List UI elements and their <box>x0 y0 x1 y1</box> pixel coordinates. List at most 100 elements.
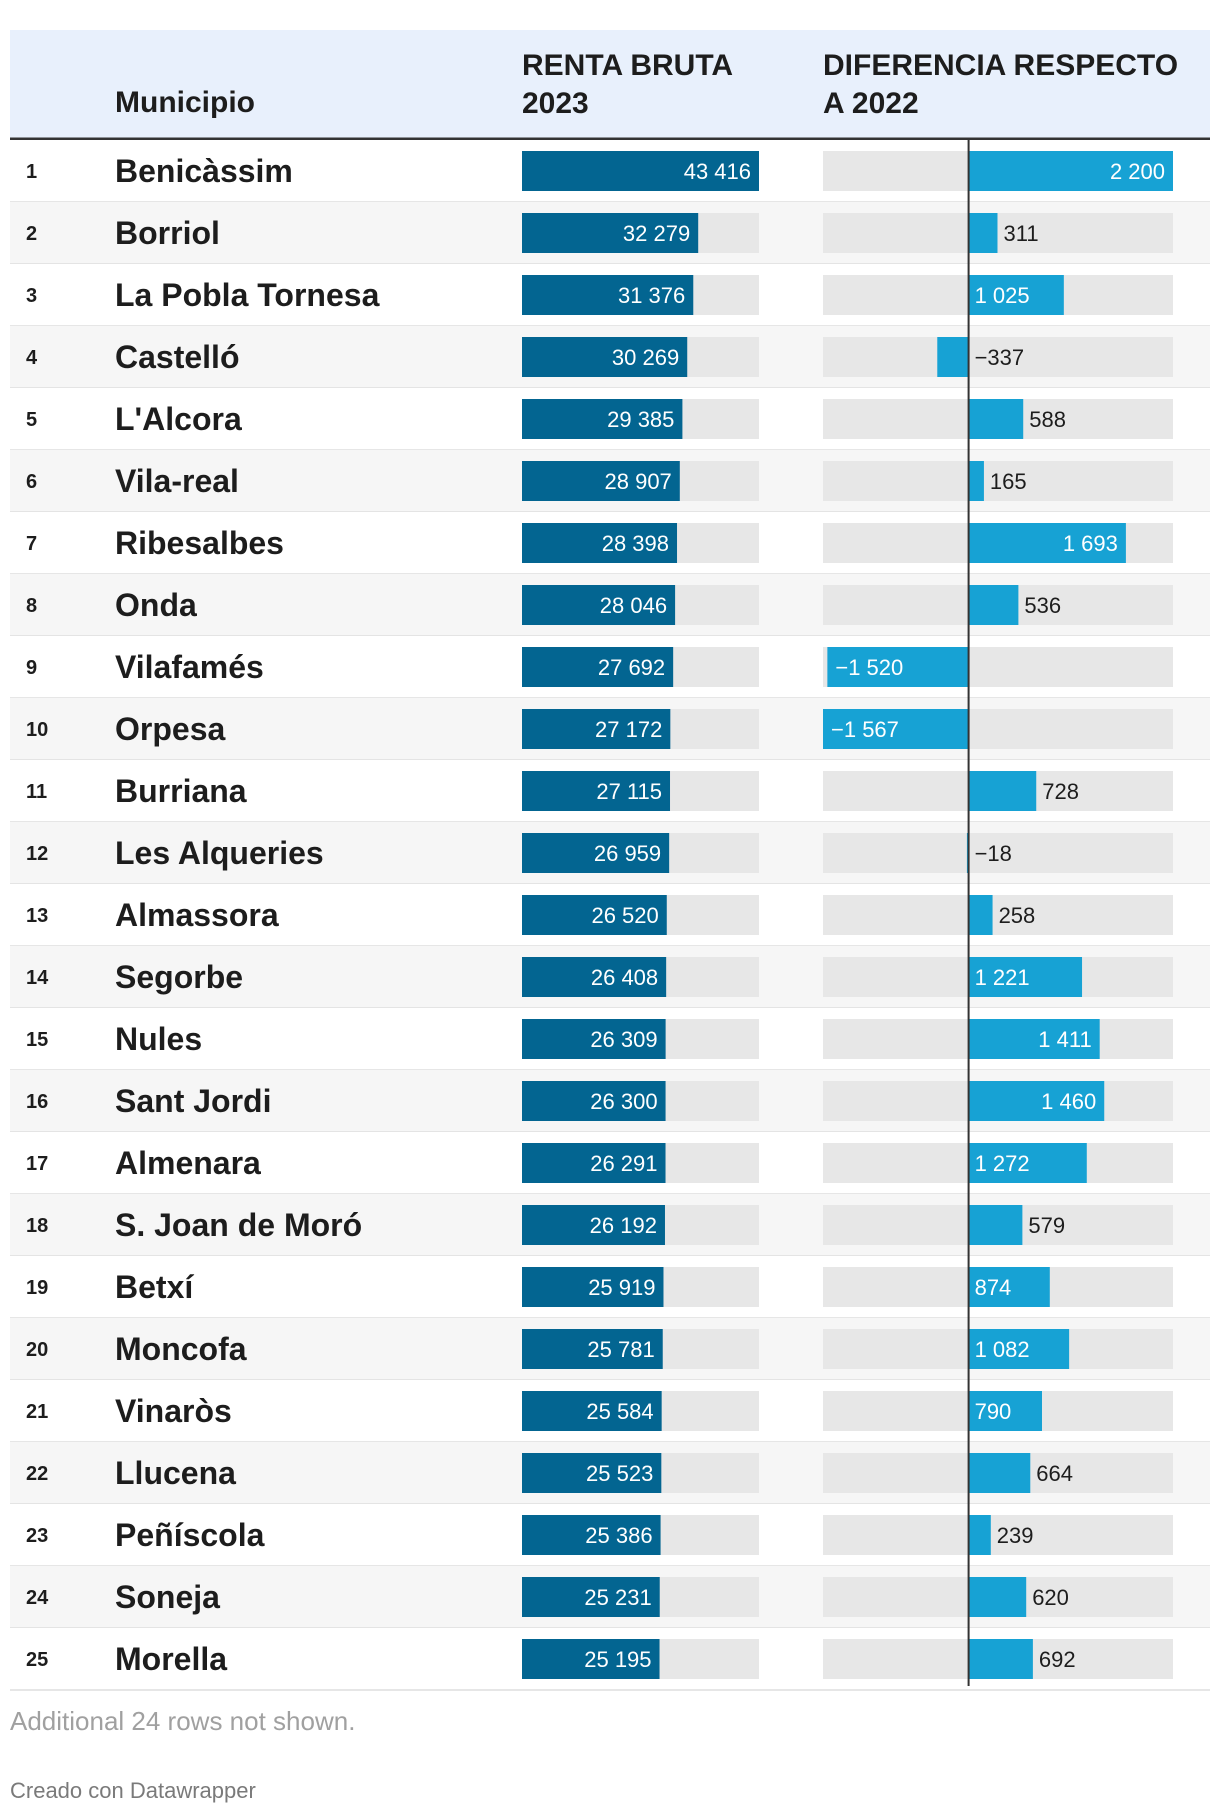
diff-bar <box>968 1391 1042 1431</box>
diff-value-label: 165 <box>990 469 1027 494</box>
rank-label: 3 <box>26 285 37 307</box>
renta-bar <box>522 585 676 625</box>
rank-label: 15 <box>26 1029 48 1051</box>
diff-bar <box>968 213 998 253</box>
renta-bar <box>522 957 667 997</box>
renta-bar <box>522 1453 662 1493</box>
diff-bar <box>968 957 1083 997</box>
diff-value-label: −1 520 <box>835 655 903 680</box>
rank-label: 2 <box>26 223 37 245</box>
renta-bar <box>522 523 678 563</box>
municipio-name: Orpesa <box>115 711 225 747</box>
diff-bar <box>968 771 1037 811</box>
rank-label: 12 <box>26 843 48 865</box>
municipio-name: Morella <box>115 1641 227 1677</box>
diff-track <box>823 213 1173 253</box>
rank-label: 1 <box>26 161 37 183</box>
renta-value-label: 25 386 <box>585 1523 652 1548</box>
municipio-name: Almenara <box>115 1145 261 1181</box>
diff-value-label: −337 <box>975 345 1025 370</box>
diff-value-label: 620 <box>1032 1585 1069 1610</box>
municipio-name: Burriana <box>115 773 247 809</box>
renta-value-label: 32 279 <box>623 221 690 246</box>
renta-bar <box>522 337 688 377</box>
rank-label: 9 <box>26 657 37 679</box>
renta-value-label: 26 959 <box>594 841 661 866</box>
diff-bar <box>968 1267 1050 1307</box>
diff-value-label: 1 693 <box>1063 531 1118 556</box>
column-header-diff-line2: A 2022 <box>823 87 919 120</box>
renta-value-label: 27 115 <box>596 779 662 804</box>
diff-bar <box>937 337 969 377</box>
diff-value-label: 536 <box>1024 593 1061 618</box>
diff-bar <box>968 585 1019 625</box>
renta-value-label: 27 172 <box>595 717 662 742</box>
diff-bar <box>968 1205 1023 1245</box>
diff-value-label: 2 200 <box>1110 159 1165 184</box>
diff-value-label: 1 272 <box>975 1151 1030 1176</box>
rank-label: 19 <box>26 1277 48 1299</box>
diff-bar <box>968 1019 1100 1059</box>
diff-bar <box>827 647 969 687</box>
municipio-name: S. Joan de Moró <box>115 1207 362 1243</box>
diff-track <box>823 895 1173 935</box>
diff-track <box>823 337 1173 377</box>
diff-value-label: 728 <box>1042 779 1079 804</box>
municipio-name: Almassora <box>115 897 279 933</box>
diff-value-label: 1 025 <box>975 283 1030 308</box>
rank-label: 13 <box>26 905 48 927</box>
rank-label: 11 <box>26 781 47 803</box>
diff-value-label: 874 <box>975 1275 1012 1300</box>
datawrapper-credit[interactable]: Creado con Datawrapper <box>10 1778 256 1803</box>
rank-label: 17 <box>26 1153 48 1175</box>
renta-bar <box>522 1019 666 1059</box>
rank-label: 24 <box>26 1587 49 1609</box>
renta-value-label: 25 523 <box>586 1461 653 1486</box>
renta-bar <box>522 1081 666 1121</box>
diff-bar <box>823 709 969 749</box>
rank-label: 4 <box>26 347 38 369</box>
municipio-name: Vilafamés <box>115 649 264 685</box>
municipio-name: Vinaròs <box>115 1393 232 1429</box>
renta-value-label: 30 269 <box>612 345 679 370</box>
rank-label: 18 <box>26 1215 48 1237</box>
rank-label: 7 <box>26 533 37 555</box>
renta-bar <box>522 1205 665 1245</box>
diff-value-label: 239 <box>997 1523 1034 1548</box>
renta-bar <box>522 709 671 749</box>
renta-value-label: 26 408 <box>591 965 658 990</box>
diff-bar <box>968 151 1173 191</box>
municipio-name: Benicàssim <box>115 153 293 189</box>
renta-value-label: 25 584 <box>586 1399 653 1424</box>
municipio-name: Peñíscola <box>115 1517 265 1553</box>
renta-value-label: 25 919 <box>588 1275 655 1300</box>
diff-value-label: −1 567 <box>831 717 899 742</box>
rank-label: 8 <box>26 595 37 617</box>
diff-value-label: 1 082 <box>975 1337 1030 1362</box>
rank-label: 23 <box>26 1525 48 1547</box>
diff-bar <box>968 1081 1105 1121</box>
column-header-renta-line2: 2023 <box>522 87 589 120</box>
renta-bar <box>522 1143 666 1183</box>
column-header-municipio: Municipio <box>115 86 255 119</box>
diff-bar <box>968 461 984 501</box>
diff-value-label: 664 <box>1036 1461 1073 1486</box>
diff-value-label: 588 <box>1029 407 1066 432</box>
diff-track <box>823 461 1173 501</box>
header-background <box>10 30 1210 138</box>
diff-value-label: 692 <box>1039 1647 1076 1672</box>
renta-value-label: 25 781 <box>587 1337 654 1362</box>
diff-bar <box>968 1577 1027 1617</box>
municipio-name: Ribesalbes <box>115 525 284 561</box>
municipio-name: Moncofa <box>115 1331 247 1367</box>
municipio-name: La Pobla Tornesa <box>115 277 380 313</box>
diff-track <box>823 833 1173 873</box>
hidden-rows-note: Additional 24 rows not shown. <box>10 1706 356 1736</box>
column-header-renta-line1: RENTA BRUTA <box>522 49 733 82</box>
municipio-name: Les Alqueries <box>115 835 324 871</box>
renta-value-label: 29 385 <box>607 407 674 432</box>
municipio-name: Segorbe <box>115 959 243 995</box>
diff-bar <box>968 523 1126 563</box>
renta-value-label: 26 520 <box>591 903 658 928</box>
municipio-name: Borriol <box>115 215 220 251</box>
